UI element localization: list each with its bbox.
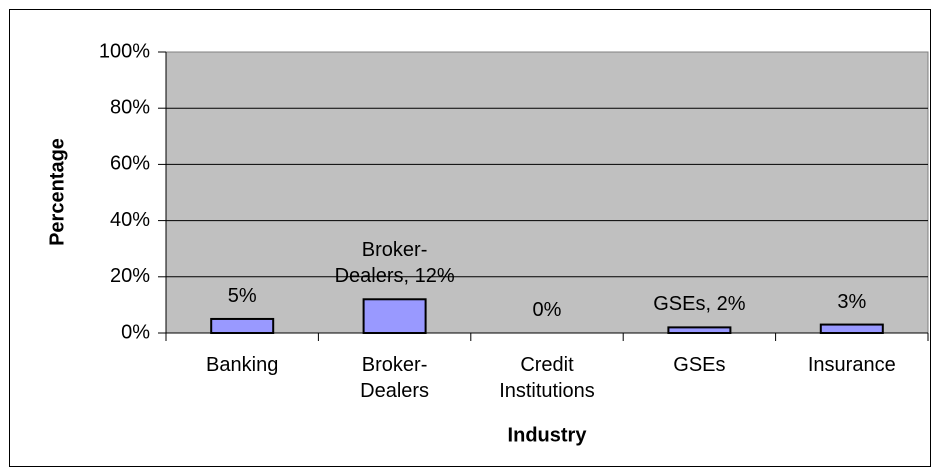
x-tick-label: Credit Institutions bbox=[499, 354, 595, 402]
bar bbox=[362, 298, 427, 334]
y-tick-label: 100% bbox=[99, 40, 150, 62]
y-tick-label: 20% bbox=[110, 265, 150, 287]
bar bbox=[819, 323, 884, 335]
data-label: 5% bbox=[227, 284, 257, 307]
x-tick-label: GSEs bbox=[673, 354, 726, 376]
bar bbox=[667, 326, 732, 335]
y-tick-label: 40% bbox=[110, 209, 150, 231]
data-label: 3% bbox=[837, 290, 867, 313]
data-label: Broker-Dealers, 12% bbox=[334, 239, 455, 288]
y-tick-label: 0% bbox=[121, 321, 150, 343]
data-label: 0% bbox=[532, 299, 562, 321]
x-axis-title: Industry bbox=[508, 424, 588, 446]
y-tick-label: 60% bbox=[110, 153, 150, 175]
y-tick-label: 80% bbox=[110, 96, 150, 118]
x-tick-label: Insurance bbox=[807, 354, 896, 376]
plot-area bbox=[165, 51, 929, 334]
y-axis-title: Percentage bbox=[46, 138, 68, 246]
x-tick-label: Broker-Dealers bbox=[360, 354, 430, 402]
data-label: GSEs, 2% bbox=[653, 293, 746, 316]
x-tick-label: Banking bbox=[206, 354, 279, 376]
bar bbox=[210, 317, 275, 335]
